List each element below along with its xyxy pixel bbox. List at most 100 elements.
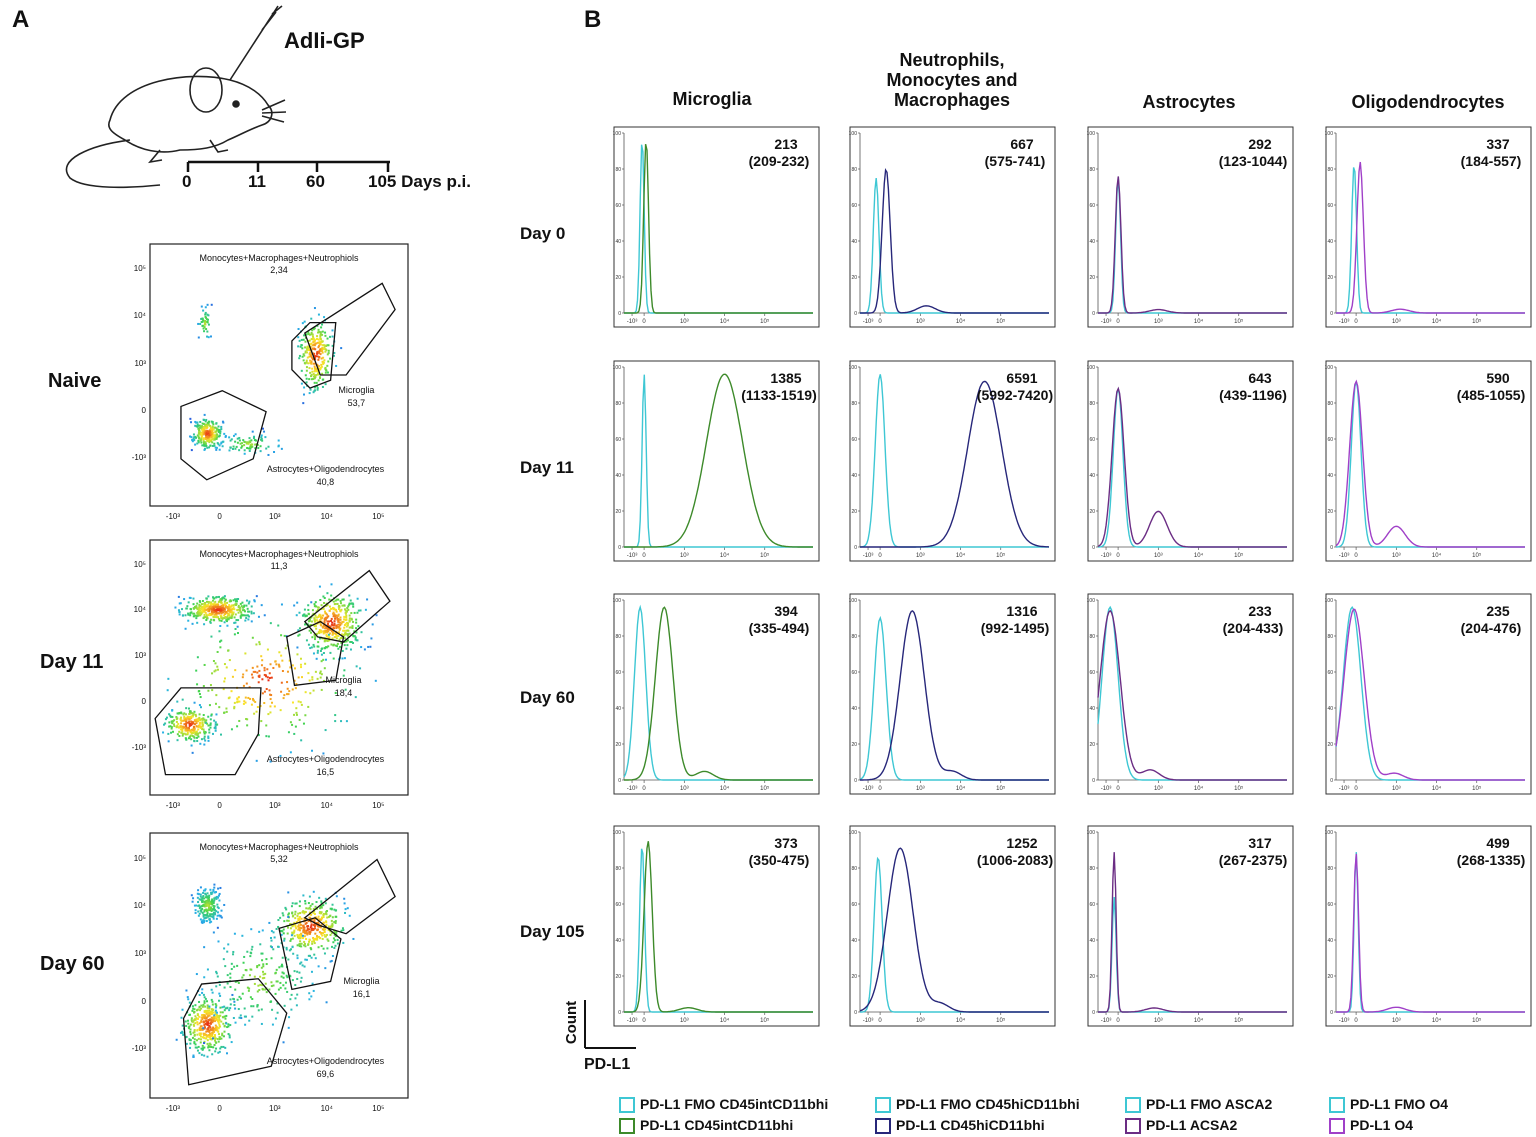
scatter-point (185, 707, 188, 710)
scatter-point (255, 759, 258, 762)
scatter-point (239, 602, 242, 605)
scatter-point (313, 365, 316, 368)
histogram-y-tick-label: 0 (1092, 778, 1095, 784)
scatter-point (258, 930, 261, 933)
scatter-point (250, 948, 253, 951)
scatter-point (220, 1037, 223, 1040)
scatter-point (209, 908, 212, 911)
scatter-point (201, 607, 204, 610)
scatter-point (333, 921, 336, 924)
histogram-y-tick-label: 60 (1089, 902, 1095, 908)
scatter-point (302, 338, 305, 341)
scatter-point (205, 1019, 208, 1022)
scatter-point (278, 665, 281, 668)
histogram-y-tick-label: 100 (1087, 830, 1096, 836)
scatter-point (341, 649, 344, 652)
scatter-point (196, 607, 199, 610)
scatter-point (202, 915, 205, 918)
scatter-point (197, 336, 200, 339)
scatter-point (196, 1033, 199, 1036)
scatter-point (197, 735, 200, 738)
scatter-point (317, 365, 320, 368)
scatter-point (261, 952, 264, 955)
scatter-point (322, 928, 325, 931)
scatter-point (206, 1023, 209, 1026)
scatter-point (359, 667, 362, 670)
histogram-x-tick-label: -10³ (1101, 319, 1112, 325)
scatter-point (322, 658, 325, 661)
scatter-point (188, 1025, 191, 1028)
scatter-point (203, 917, 206, 920)
scatter-point (330, 607, 333, 610)
scatter-point (288, 659, 291, 662)
scatter-point (197, 427, 200, 430)
scatter-point (201, 721, 204, 724)
scatter-point (233, 932, 236, 935)
scatter-point (236, 437, 239, 440)
scatter-point (344, 608, 347, 611)
scatter-point (240, 1017, 243, 1020)
histogram-x-tick-label: -10³ (627, 319, 638, 325)
scatter-point (345, 720, 348, 723)
scatter-point (215, 713, 218, 716)
scatter-point (199, 1035, 202, 1038)
scatter-point (248, 974, 251, 977)
scatter-point (226, 601, 229, 604)
scatter-point (340, 641, 343, 644)
scatter-point (196, 896, 199, 899)
scatter-point (209, 723, 212, 726)
scatter-point (219, 886, 222, 889)
scatter-point (329, 907, 332, 910)
histogram-frame (1087, 126, 1294, 328)
scatter-point (320, 347, 323, 350)
scatter-point (312, 643, 315, 646)
scatter-point (266, 676, 269, 679)
scatter-point (266, 668, 269, 671)
scatter-point (218, 608, 221, 611)
histogram-y-tick-label: 0 (618, 778, 621, 784)
scatter-point (307, 954, 310, 957)
histogram-y-tick-label: 100 (849, 365, 858, 371)
scatter-point (270, 957, 273, 960)
scatter-point (327, 630, 330, 633)
scatter-point (206, 1011, 209, 1014)
scatter-point (184, 627, 187, 630)
scatter-point (241, 442, 244, 445)
scatter-point (186, 731, 189, 734)
scatter-point (251, 443, 254, 446)
scatter-point (231, 448, 234, 451)
scatter-point (318, 632, 321, 635)
scatter-point (311, 940, 314, 943)
scatter-point (339, 618, 342, 621)
scatter-point (333, 632, 336, 635)
scatter-point (280, 929, 283, 932)
scatter-point (203, 448, 206, 451)
scatter-point (335, 895, 338, 898)
scatter-point (179, 728, 182, 731)
scatter-point (203, 1000, 206, 1003)
scatter-point (303, 930, 306, 933)
scatter-point (334, 920, 337, 923)
scatter-point (210, 436, 213, 439)
gate-label-glia: Astrocytes+Oligodendrocytes (266, 464, 385, 475)
histogram-y-tick-label: 80 (615, 167, 621, 173)
scatter-point (192, 1055, 195, 1058)
scatter-point (193, 1008, 196, 1011)
scatter-point (198, 424, 201, 427)
scatter-point (203, 613, 206, 616)
histogram-y-tick-label: 80 (615, 401, 621, 407)
scatter-point (325, 626, 328, 629)
scatter-point (205, 436, 208, 439)
scatter-point (177, 595, 180, 598)
scatter-point (181, 614, 184, 617)
scatter-point (247, 989, 250, 992)
scatter-point (308, 992, 311, 995)
scatter-x-tick: 10⁵ (372, 801, 385, 810)
scatter-point (184, 723, 187, 726)
scatter-point (201, 896, 204, 899)
scatter-point (312, 375, 315, 378)
scatter-point (318, 896, 321, 899)
